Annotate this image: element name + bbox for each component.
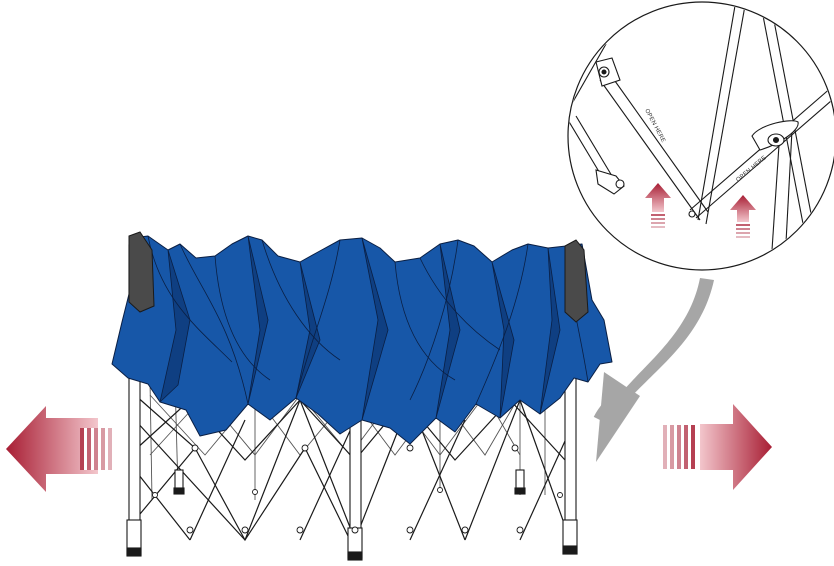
detail-pointer-arrow	[593, 278, 714, 462]
detail-callout: OPEN HERE OPEN HERE	[567, 1, 834, 271]
corner-cap-left	[128, 231, 155, 313]
canopy-corner-caps	[128, 231, 589, 323]
expand-left-arrow	[6, 406, 115, 492]
push-up-arrow-left	[645, 183, 671, 228]
canopy-fabric	[111, 235, 613, 445]
corner-cap-right	[564, 239, 589, 323]
push-up-arrow-right	[730, 195, 756, 238]
expand-right-arrow	[663, 404, 772, 490]
